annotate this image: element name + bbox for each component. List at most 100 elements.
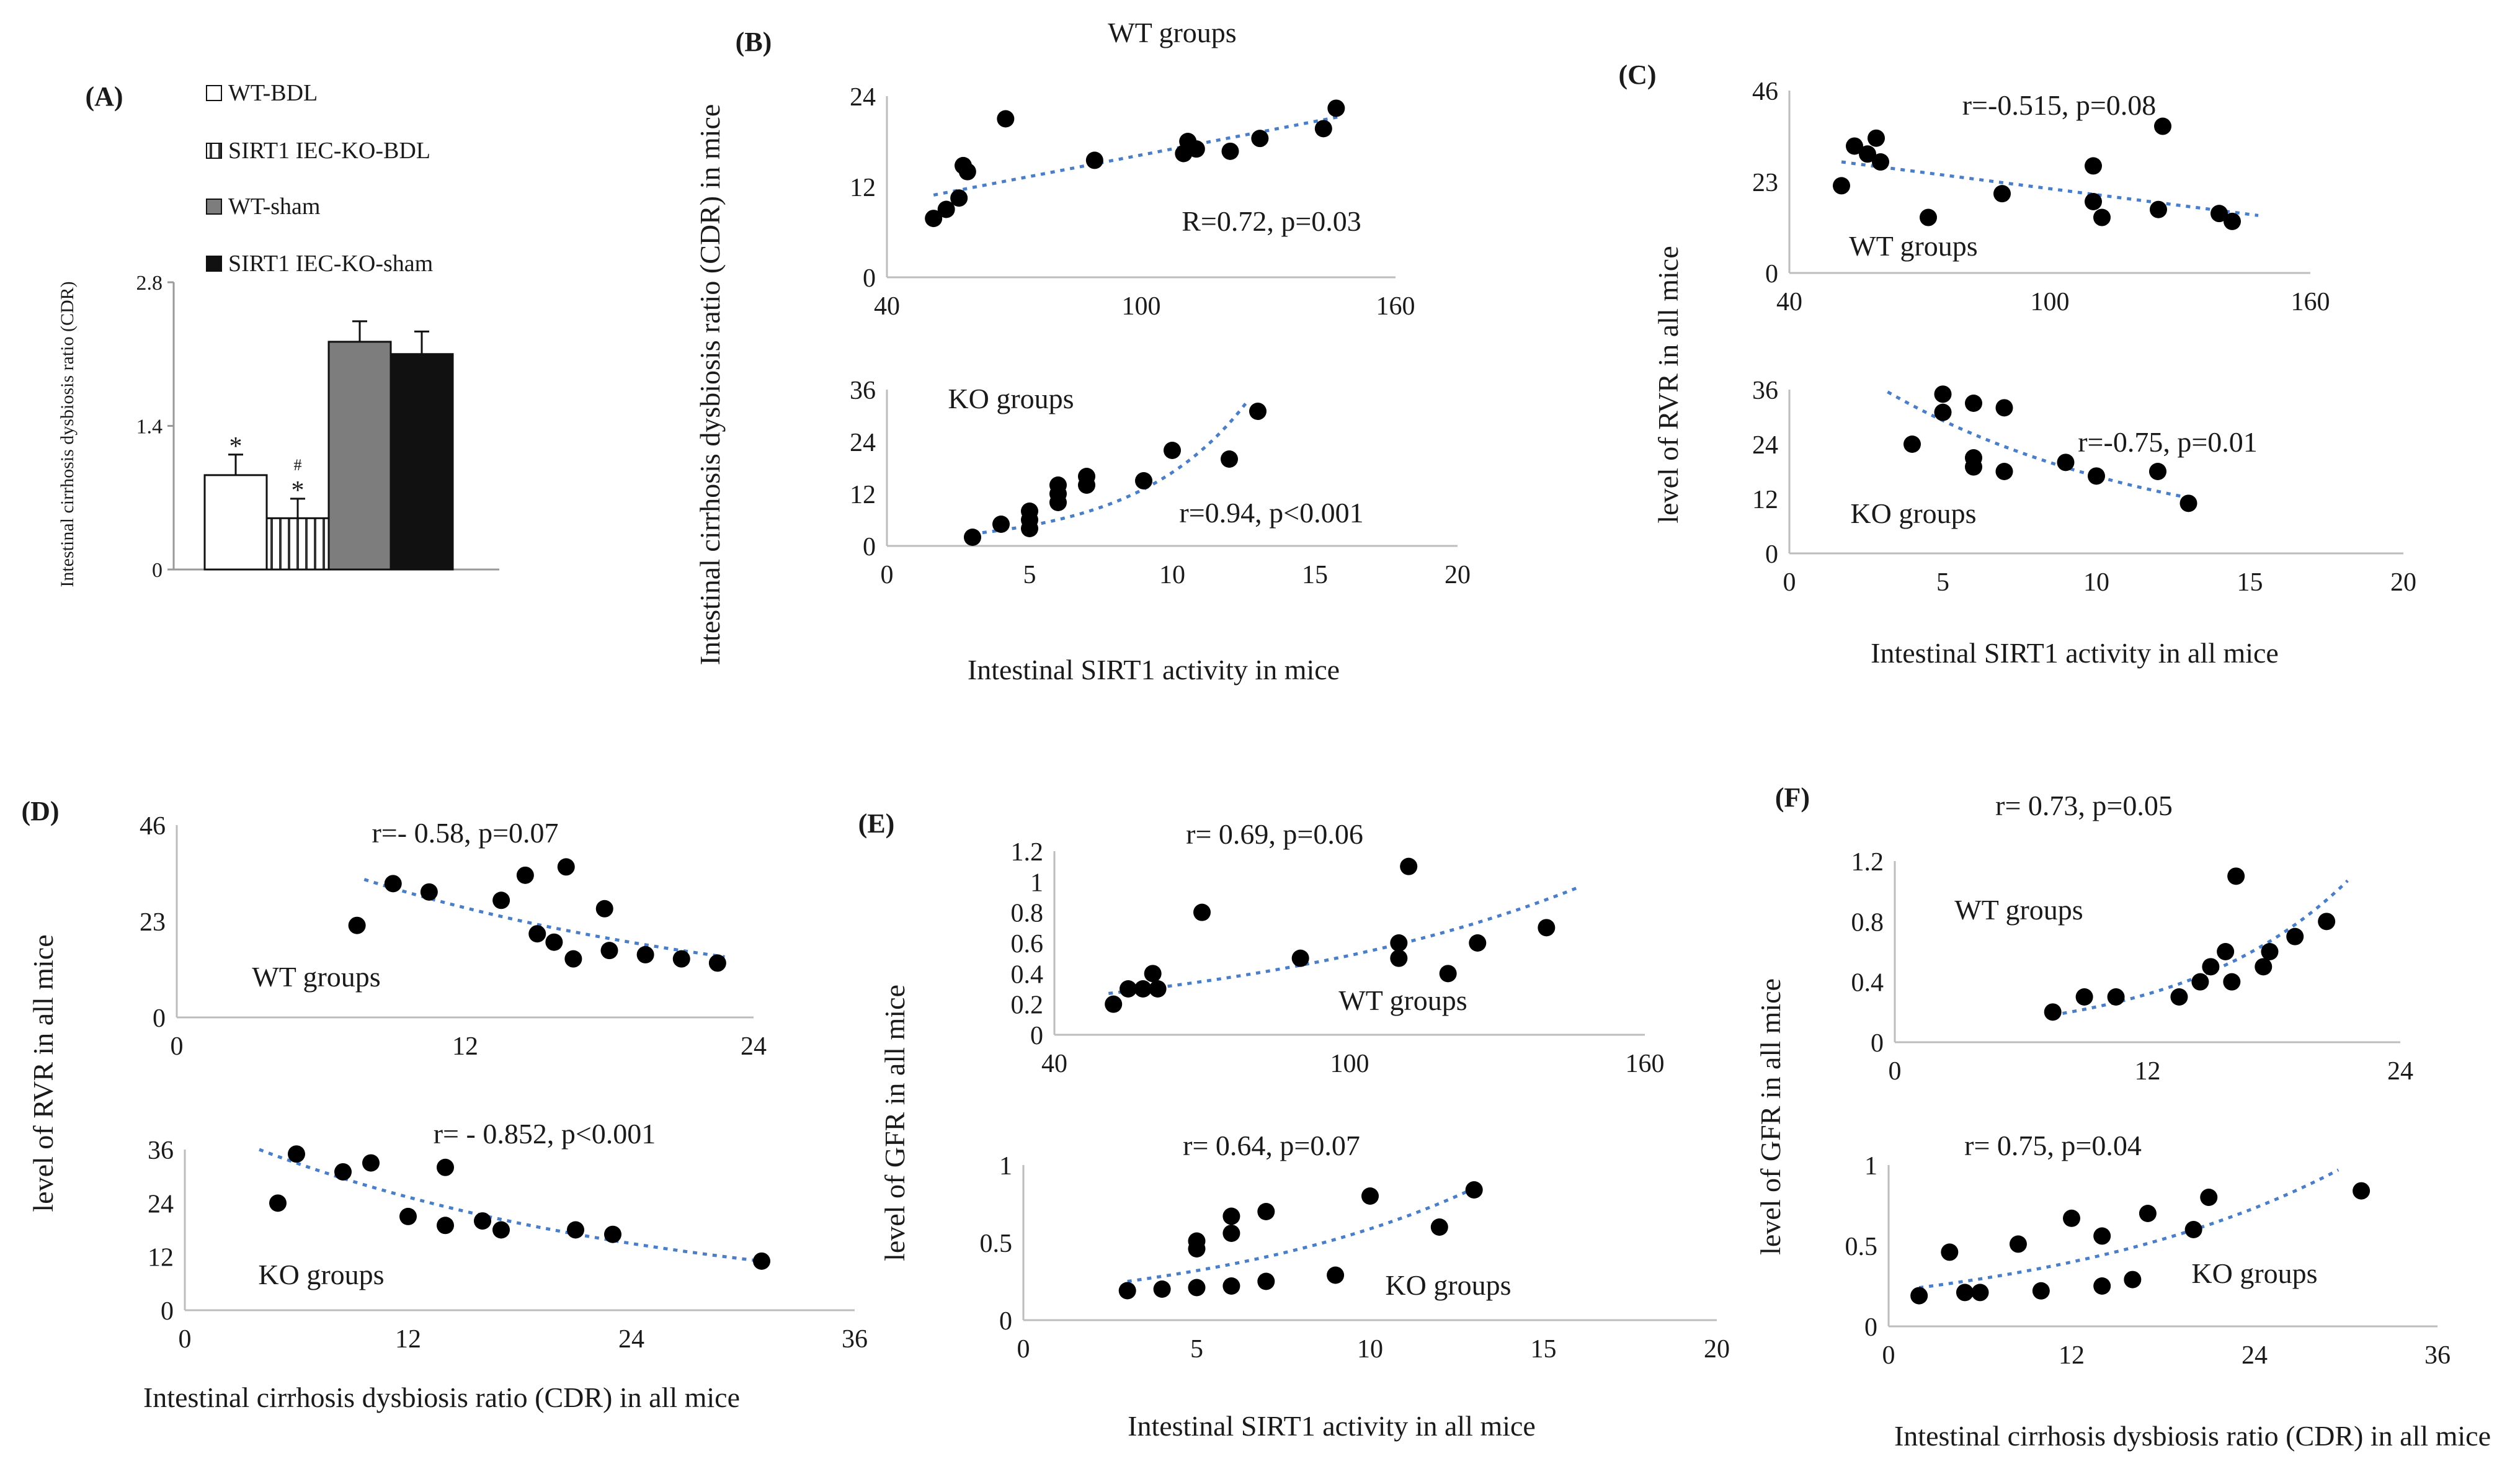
group-title: WT groups xyxy=(1954,894,2083,926)
data-point xyxy=(958,163,976,181)
y-axis-label: level of GFR in all mice xyxy=(1755,978,1786,1255)
y-tick-label: 1.2 xyxy=(1011,838,1044,867)
data-point xyxy=(2318,913,2336,931)
data-point xyxy=(1187,140,1205,158)
data-point xyxy=(2032,1282,2050,1300)
data-point xyxy=(2057,453,2075,471)
group-title: KO groups xyxy=(258,1259,384,1290)
panel-label: (C) xyxy=(1618,60,1656,90)
x-tick-label: 24 xyxy=(2242,1341,2268,1370)
data-point xyxy=(1134,980,1152,998)
group-title: WT groups xyxy=(1338,985,1467,1016)
y-tick-label: 0 xyxy=(1765,540,1778,569)
data-point xyxy=(1361,1187,1379,1205)
y-tick-label: 0 xyxy=(1765,260,1778,288)
data-point xyxy=(1993,185,2011,203)
data-point xyxy=(1135,472,1152,489)
correlation-annotation: R=0.72, p=0.03 xyxy=(1182,205,1361,237)
data-point xyxy=(1314,120,1332,138)
correlation-annotation: r= 0.73, p=0.05 xyxy=(1995,790,2173,821)
data-point xyxy=(2217,943,2235,960)
x-tick-label: 0 xyxy=(179,1325,192,1354)
subplot-ko: 0 12 24 36 0 5 10 15 20 KO groups r=-0.75, p=0.01 xyxy=(1752,377,2416,597)
data-point xyxy=(1995,399,2013,417)
data-point xyxy=(1257,1272,1275,1290)
y-tick-label: 0 xyxy=(863,533,876,561)
y-tick-label: 12 xyxy=(850,174,876,202)
correlation-annotation: r= - 0.852, p<0.001 xyxy=(434,1118,656,1150)
data-point xyxy=(1846,137,1863,155)
x-axis-label: Intestinal SIRT1 activity in all mice xyxy=(1128,1410,1536,1442)
data-point xyxy=(1188,1232,1206,1250)
data-point xyxy=(1833,177,1850,195)
group-title: KO groups xyxy=(2191,1257,2317,1289)
data-point xyxy=(1105,995,1123,1013)
legend-swatch xyxy=(206,256,222,272)
data-point xyxy=(1956,1284,1974,1302)
data-point xyxy=(2211,205,2228,223)
data-point xyxy=(2150,200,2167,218)
subplot-wt: 00.20.40.60.8 11.2 40 100 160 WT groups r= 0.6… xyxy=(1011,818,1665,1078)
group-title: WT groups xyxy=(1849,230,1977,262)
x-tick-label: 0 xyxy=(881,561,894,589)
x-tick-label: 100 xyxy=(1330,1050,1369,1078)
subplot-wt: 0 23 46 40 100 160 WT groups r=-0.515, p=0.08 xyxy=(1752,78,2330,316)
data-point xyxy=(1144,965,1162,983)
data-point xyxy=(1120,980,1137,998)
group-title: WT groups xyxy=(252,961,380,993)
subplot-ko: 0 0.5 1 0 12 24 36 KO groups r= 0.75, p=0.04 xyxy=(1845,1130,2451,1370)
data-point xyxy=(1222,1277,1240,1295)
y-tick-label: 0.5 xyxy=(980,1230,1013,1258)
x-tick-label: 160 xyxy=(1376,292,1415,321)
group-title: KO groups xyxy=(1385,1269,1511,1301)
data-point xyxy=(1859,145,1876,163)
data-point xyxy=(1965,395,1982,412)
data-point xyxy=(2191,973,2209,991)
y-tick-label: 24 xyxy=(850,429,876,457)
data-point xyxy=(1469,934,1487,952)
group-title: KO groups xyxy=(948,383,1074,414)
y-tick-label: 0.8 xyxy=(1011,900,1044,928)
data-point xyxy=(334,1163,352,1181)
data-point xyxy=(937,200,955,218)
y-tick-label: 2.8 xyxy=(136,272,163,295)
panel-B: (B) Intestinal cirrhosis dysbiosis ratio … xyxy=(694,17,1471,686)
data-point xyxy=(1430,1218,1448,1236)
data-point xyxy=(595,900,613,918)
x-tick-label: 10 xyxy=(1159,561,1185,589)
trend-line xyxy=(1108,885,1582,995)
x-axis-label: Intestinal SIRT1 activity in mice xyxy=(968,654,1340,686)
panel-label: (A) xyxy=(85,81,123,112)
y-tick-label: 12 xyxy=(148,1244,174,1272)
data-point xyxy=(2223,973,2241,991)
data-point xyxy=(362,1154,380,1172)
data-point xyxy=(545,933,563,951)
y-tick-label: 23 xyxy=(1752,169,1778,197)
data-point xyxy=(1868,129,1885,147)
trend-line xyxy=(1887,390,2183,498)
trend-line xyxy=(363,878,725,958)
legend-label: SIRT1 IEC-KO-sham xyxy=(228,251,433,277)
data-point xyxy=(1188,1279,1206,1297)
y-tick-label: 24 xyxy=(148,1190,174,1218)
y-tick-label: 1 xyxy=(1864,1152,1877,1181)
correlation-annotation: r=0.94, p<0.001 xyxy=(1179,497,1363,529)
panel-label: (D) xyxy=(21,796,59,826)
x-tick-label: 0 xyxy=(171,1032,184,1061)
data-point xyxy=(2255,958,2273,976)
data-point xyxy=(1249,403,1267,420)
data-point xyxy=(2107,988,2125,1006)
data-point xyxy=(1222,1207,1240,1225)
y-tick-label: 46 xyxy=(1752,78,1778,106)
data-point xyxy=(950,189,968,207)
data-point xyxy=(2063,1209,2080,1227)
data-point xyxy=(2149,463,2166,480)
data-point xyxy=(516,866,534,884)
data-point xyxy=(2154,117,2171,135)
data-point xyxy=(2085,157,2102,175)
legend-swatch xyxy=(206,85,222,101)
x-tick-label: 24 xyxy=(741,1032,767,1061)
y-tick-label: 36 xyxy=(1752,377,1778,405)
subplot-wt: 0 0.4 0.8 1.2 0 12 24 WT groups r= 0.73, p=0.05 xyxy=(1851,790,2414,1086)
